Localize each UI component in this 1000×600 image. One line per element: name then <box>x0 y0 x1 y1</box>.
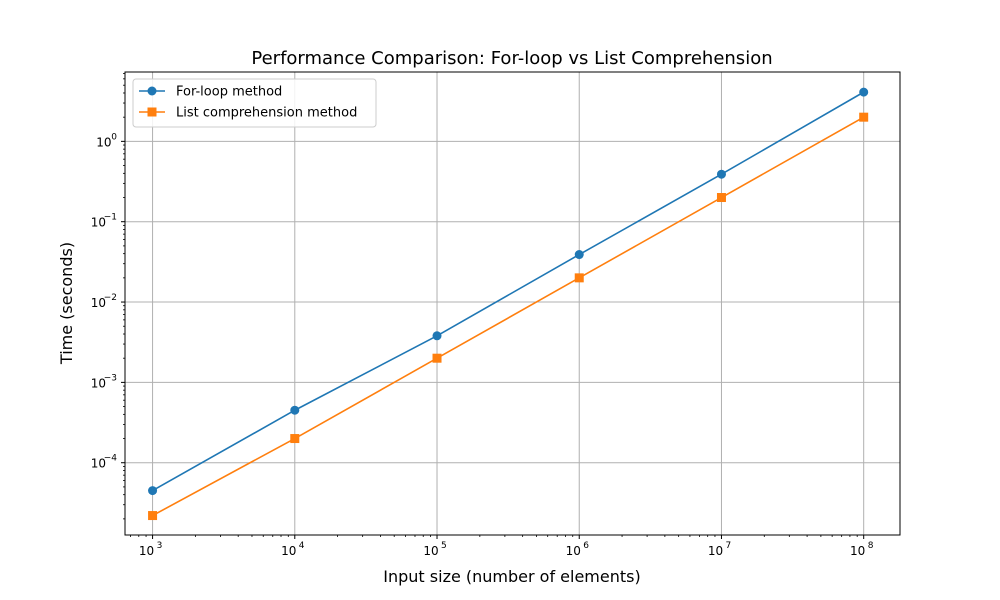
grid-lines <box>125 72 900 535</box>
data-point-for-loop-method <box>716 169 726 179</box>
data-point-list-comprehension-method <box>574 273 584 283</box>
data-point-for-loop-method <box>290 405 300 415</box>
y-tick-exponent: −3 <box>104 373 117 383</box>
data-point-list-comprehension-method <box>432 353 442 363</box>
y-tick-exponent: −4 <box>104 454 118 464</box>
x-tick-exponent: 6 <box>583 541 589 551</box>
chart-title: Performance Comparison: For-loop vs List… <box>251 48 772 69</box>
series-line-list-comprehension-method <box>152 116 865 517</box>
y-tick-label: 10 <box>91 296 106 310</box>
legend-label-for-loop-method: For-loop method <box>176 85 282 100</box>
x-tick-label: 10 <box>708 544 723 558</box>
legend-marker-list-comprehension-method <box>147 107 157 117</box>
legend-marker-for-loop-method <box>147 86 157 96</box>
legend: For-loop method List comprehension method <box>132 78 377 128</box>
x-axis-label: Input size (number of elements) <box>383 567 640 586</box>
data-point-list-comprehension-method <box>716 193 726 203</box>
y-tick-exponent: −1 <box>104 213 117 223</box>
legend-label-list-comprehension-method: List comprehension method <box>176 106 357 121</box>
y-tick-exponent: 0 <box>111 132 117 142</box>
series-line-for-loop-method <box>152 91 865 492</box>
x-tick-label: 10 <box>423 544 438 558</box>
y-axis-label: Time (seconds) <box>57 242 76 365</box>
x-tick-label: 10 <box>281 544 296 558</box>
y-tick-label: 10 <box>91 457 106 471</box>
x-tick-exponent: 7 <box>725 541 731 551</box>
x-tick-exponent: 8 <box>868 541 874 551</box>
data-point-for-loop-method <box>432 331 442 341</box>
series-list-comprehension-method <box>148 112 869 521</box>
series-for-loop-method <box>148 87 869 496</box>
plot-frame <box>124 71 901 536</box>
data-point-for-loop-method <box>574 250 584 260</box>
x-tick-exponent: 4 <box>299 541 305 551</box>
data-point-list-comprehension-method <box>148 511 158 521</box>
y-tick-exponent: −2 <box>104 293 117 303</box>
x-tick-label: 10 <box>566 544 581 558</box>
x-tick-exponent: 5 <box>441 541 447 551</box>
legend-box <box>132 78 377 128</box>
data-point-for-loop-method <box>148 486 158 496</box>
y-tick-label: 10 <box>91 216 106 230</box>
x-tick-exponent: 3 <box>157 541 163 551</box>
data-point-list-comprehension-method <box>290 434 300 444</box>
data-point-for-loop-method <box>859 87 869 97</box>
data-point-list-comprehension-method <box>859 112 869 122</box>
y-tick-label: 10 <box>96 135 111 149</box>
x-tick-label: 10 <box>850 544 865 558</box>
x-tick-label: 10 <box>139 544 154 558</box>
y-tick-label: 10 <box>91 376 106 390</box>
series-group <box>148 87 869 521</box>
